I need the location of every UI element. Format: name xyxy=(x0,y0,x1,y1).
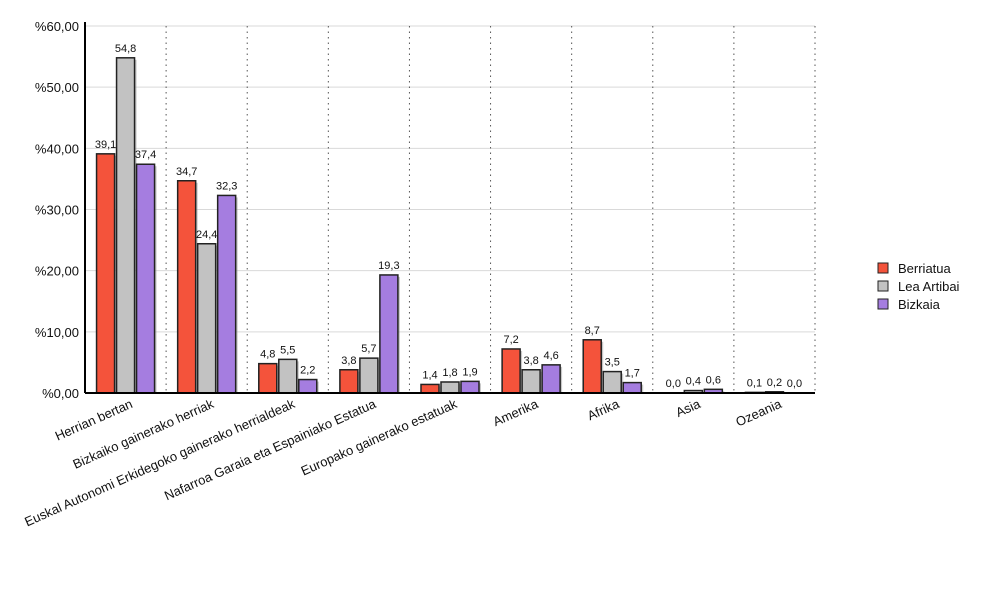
legend-swatch xyxy=(877,280,889,292)
legend-swatch xyxy=(877,298,889,310)
y-tick-label: %0,00 xyxy=(42,386,79,401)
data-label: 3,8 xyxy=(523,355,538,367)
category-separators xyxy=(165,26,816,393)
bar xyxy=(258,362,278,394)
bar xyxy=(602,370,622,394)
bar xyxy=(379,274,399,394)
y-tick-label: %60,00 xyxy=(35,19,79,34)
data-label: 5,5 xyxy=(280,344,295,356)
bar xyxy=(278,358,298,394)
x-tick-label: Afrika xyxy=(585,396,622,424)
bar xyxy=(582,339,602,394)
data-label: 0,4 xyxy=(686,376,701,388)
bar xyxy=(216,194,237,394)
data-label: 0,6 xyxy=(706,374,721,386)
bar xyxy=(298,378,318,394)
bar xyxy=(359,357,379,394)
data-label: 39,1 xyxy=(95,139,116,151)
data-labels: 39,1 54,8 37,4 34,7 24,4 32,3 4,8 5,5 2,2 3,8 5,7 1… xyxy=(95,43,802,390)
y-tick-label: %20,00 xyxy=(35,264,79,279)
data-label: 0,1 xyxy=(747,377,762,389)
data-label: 1,8 xyxy=(442,367,457,379)
legend-swatch xyxy=(877,262,889,274)
y-tick-label: %40,00 xyxy=(35,141,79,156)
bar xyxy=(135,163,156,394)
data-label: 0,0 xyxy=(666,378,681,390)
data-label: 3,5 xyxy=(605,357,620,369)
y-tick-labels: %0,00 %10,00 %20,00 %30,00 %40,00 %50,00 %60,0… xyxy=(35,19,79,401)
bar xyxy=(622,381,642,394)
bar xyxy=(95,153,116,394)
y-tick-label: %50,00 xyxy=(35,80,79,95)
y-tick-label: %30,00 xyxy=(35,203,79,218)
data-label: 0,2 xyxy=(767,377,782,389)
legend-label: Berriatua xyxy=(898,261,952,276)
data-label: 54,8 xyxy=(115,43,136,55)
x-tick-label: Ozeania xyxy=(733,396,784,430)
data-label: 0,0 xyxy=(787,378,802,390)
data-label: 5,7 xyxy=(361,343,376,355)
axes xyxy=(84,22,815,394)
x-tick-label: Asia xyxy=(673,396,703,420)
bar xyxy=(420,383,440,394)
bar xyxy=(115,57,136,394)
bar xyxy=(460,380,480,394)
data-label: 2,2 xyxy=(300,365,315,377)
bar xyxy=(440,381,460,394)
data-label: 24,4 xyxy=(196,229,217,241)
data-label: 1,4 xyxy=(422,369,437,381)
bar xyxy=(339,369,359,394)
data-label: 32,3 xyxy=(216,180,237,192)
legend-label: Bizkaia xyxy=(898,297,941,312)
data-label: 8,7 xyxy=(585,325,600,337)
bar xyxy=(521,369,541,394)
x-tick-label: Europako gainerako estatuak xyxy=(299,396,460,479)
data-label: 1,7 xyxy=(625,368,640,380)
legend-label: Lea Artibai xyxy=(898,279,960,294)
x-tick-label: Bizkaiko gainerako herriak xyxy=(70,396,216,472)
bar xyxy=(501,348,521,394)
bar xyxy=(541,364,561,394)
data-label: 7,2 xyxy=(503,334,518,346)
y-tick-label: %10,00 xyxy=(35,325,79,340)
data-label: 4,8 xyxy=(260,349,275,361)
data-label: 3,8 xyxy=(341,355,356,367)
data-label: 4,6 xyxy=(543,350,558,362)
x-tick-label: Amerika xyxy=(491,396,541,429)
bars xyxy=(95,57,785,394)
data-label: 19,3 xyxy=(378,260,399,272)
data-label: 37,4 xyxy=(135,149,156,161)
data-label: 1,9 xyxy=(462,366,477,378)
legend: Berriatua Lea Artibai Bizkaia xyxy=(877,261,960,312)
bar xyxy=(196,243,217,394)
data-label: 34,7 xyxy=(176,166,197,178)
bar xyxy=(176,180,197,394)
